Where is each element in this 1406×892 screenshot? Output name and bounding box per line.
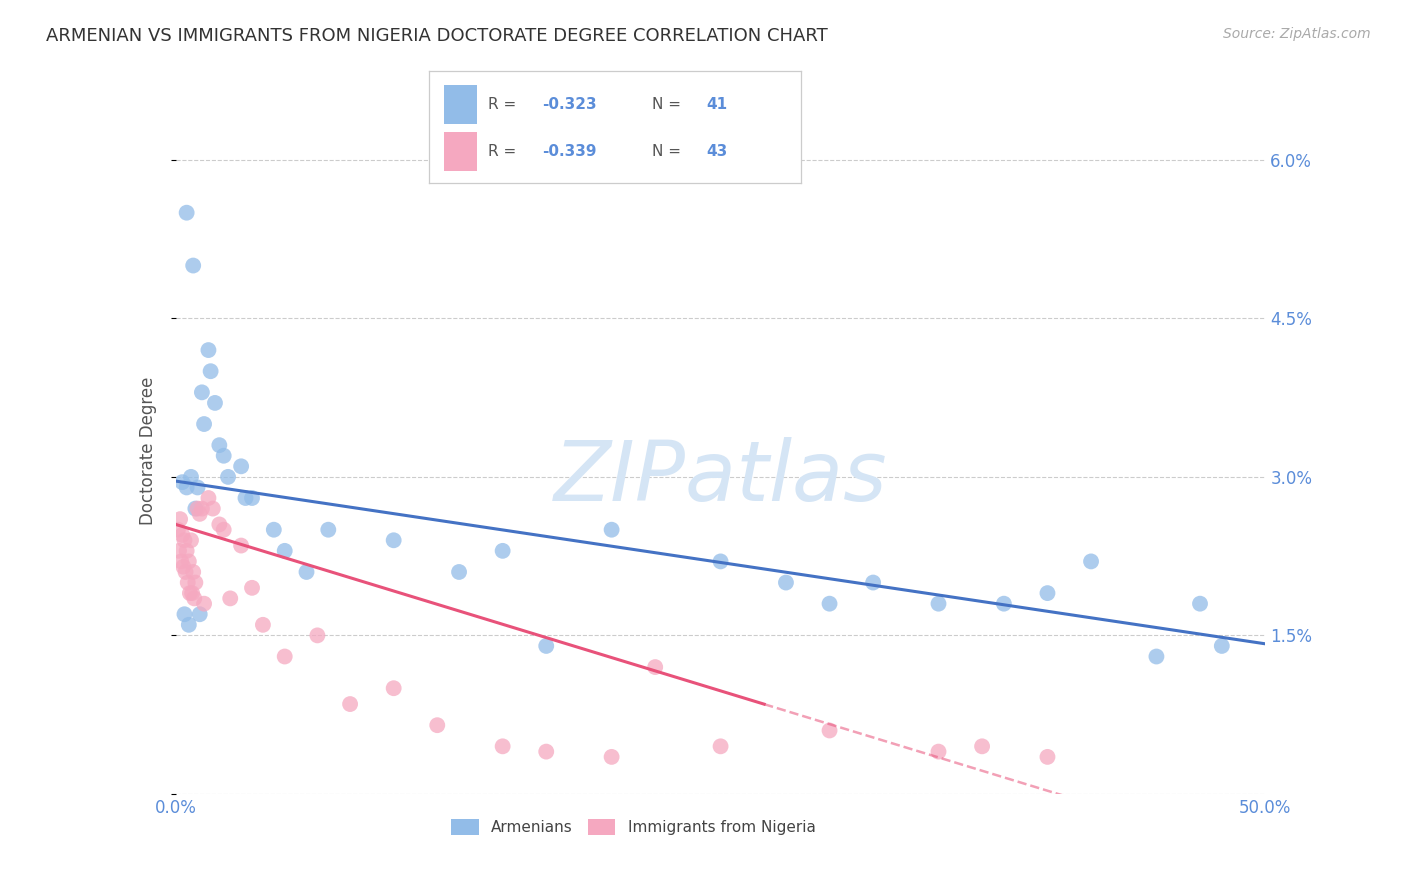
- Text: N =: N =: [652, 145, 686, 159]
- Point: [197, 343, 219, 357]
- Point: [191, 385, 214, 400]
- Point: [181, 259, 204, 273]
- Point: [167, 523, 190, 537]
- Point: [180, 470, 202, 484]
- Point: [176, 544, 198, 558]
- Point: [184, 501, 207, 516]
- Point: [177, 617, 200, 632]
- Point: [200, 364, 222, 378]
- Point: [172, 559, 194, 574]
- Point: [972, 739, 994, 754]
- Point: [188, 607, 211, 622]
- Legend: Armenians, Immigrants from Nigeria: Armenians, Immigrants from Nigeria: [446, 813, 821, 841]
- Point: [201, 501, 224, 516]
- Point: [295, 565, 318, 579]
- Point: [492, 544, 515, 558]
- Point: [181, 565, 204, 579]
- Point: [339, 697, 361, 711]
- Point: [644, 660, 666, 674]
- Point: [186, 480, 209, 494]
- Point: [775, 575, 797, 590]
- Point: [862, 575, 884, 590]
- Point: [818, 723, 841, 738]
- Point: [179, 586, 201, 600]
- Point: [176, 205, 198, 219]
- Text: -0.339: -0.339: [543, 145, 598, 159]
- Point: [174, 565, 197, 579]
- Point: [928, 745, 950, 759]
- Point: [177, 554, 200, 568]
- Point: [212, 449, 235, 463]
- Point: [177, 575, 200, 590]
- Text: 41: 41: [706, 97, 727, 112]
- Point: [426, 718, 449, 732]
- Point: [252, 617, 274, 632]
- Text: R =: R =: [488, 145, 522, 159]
- Point: [212, 523, 235, 537]
- Point: [176, 480, 198, 494]
- Point: [235, 491, 257, 505]
- Bar: [444, 86, 477, 124]
- Point: [193, 417, 215, 431]
- Point: [208, 438, 231, 452]
- Point: [1080, 554, 1102, 568]
- Point: [191, 501, 214, 516]
- Point: [382, 681, 405, 696]
- Point: [274, 649, 297, 664]
- Point: [240, 581, 263, 595]
- Point: [1036, 586, 1059, 600]
- Point: [184, 575, 207, 590]
- Point: [193, 597, 215, 611]
- Point: [188, 507, 211, 521]
- Point: [1189, 597, 1212, 611]
- Point: [1211, 639, 1233, 653]
- Point: [928, 597, 950, 611]
- Point: [307, 628, 329, 642]
- Text: -0.323: -0.323: [543, 97, 598, 112]
- Point: [169, 512, 191, 526]
- Point: [181, 586, 204, 600]
- Point: [231, 539, 253, 553]
- Point: [600, 523, 623, 537]
- Text: Source: ZipAtlas.com: Source: ZipAtlas.com: [1223, 27, 1371, 41]
- Point: [534, 745, 557, 759]
- Text: R =: R =: [488, 97, 522, 112]
- Point: [167, 544, 190, 558]
- Point: [263, 523, 285, 537]
- Point: [447, 565, 470, 579]
- Text: ZIPatlas: ZIPatlas: [554, 437, 887, 518]
- Bar: [444, 132, 477, 171]
- Point: [219, 591, 242, 606]
- Y-axis label: Doctorate Degree: Doctorate Degree: [139, 376, 157, 524]
- Point: [818, 597, 841, 611]
- Text: ARMENIAN VS IMMIGRANTS FROM NIGERIA DOCTORATE DEGREE CORRELATION CHART: ARMENIAN VS IMMIGRANTS FROM NIGERIA DOCT…: [46, 27, 828, 45]
- Point: [172, 528, 194, 542]
- Point: [318, 523, 340, 537]
- Point: [180, 533, 202, 548]
- Point: [1146, 649, 1168, 664]
- Point: [993, 597, 1015, 611]
- Point: [197, 491, 219, 505]
- Point: [534, 639, 557, 653]
- Point: [186, 501, 209, 516]
- Point: [710, 739, 733, 754]
- Point: [208, 517, 231, 532]
- Point: [173, 533, 195, 548]
- Point: [183, 591, 205, 606]
- Point: [217, 470, 239, 484]
- Point: [240, 491, 263, 505]
- Point: [204, 396, 226, 410]
- Point: [710, 554, 733, 568]
- Point: [1036, 750, 1059, 764]
- Point: [173, 607, 195, 622]
- Point: [382, 533, 405, 548]
- Text: 43: 43: [706, 145, 728, 159]
- Point: [492, 739, 515, 754]
- Text: N =: N =: [652, 97, 686, 112]
- Point: [231, 459, 253, 474]
- Point: [170, 554, 193, 568]
- Point: [274, 544, 297, 558]
- Point: [600, 750, 623, 764]
- Point: [172, 475, 194, 490]
